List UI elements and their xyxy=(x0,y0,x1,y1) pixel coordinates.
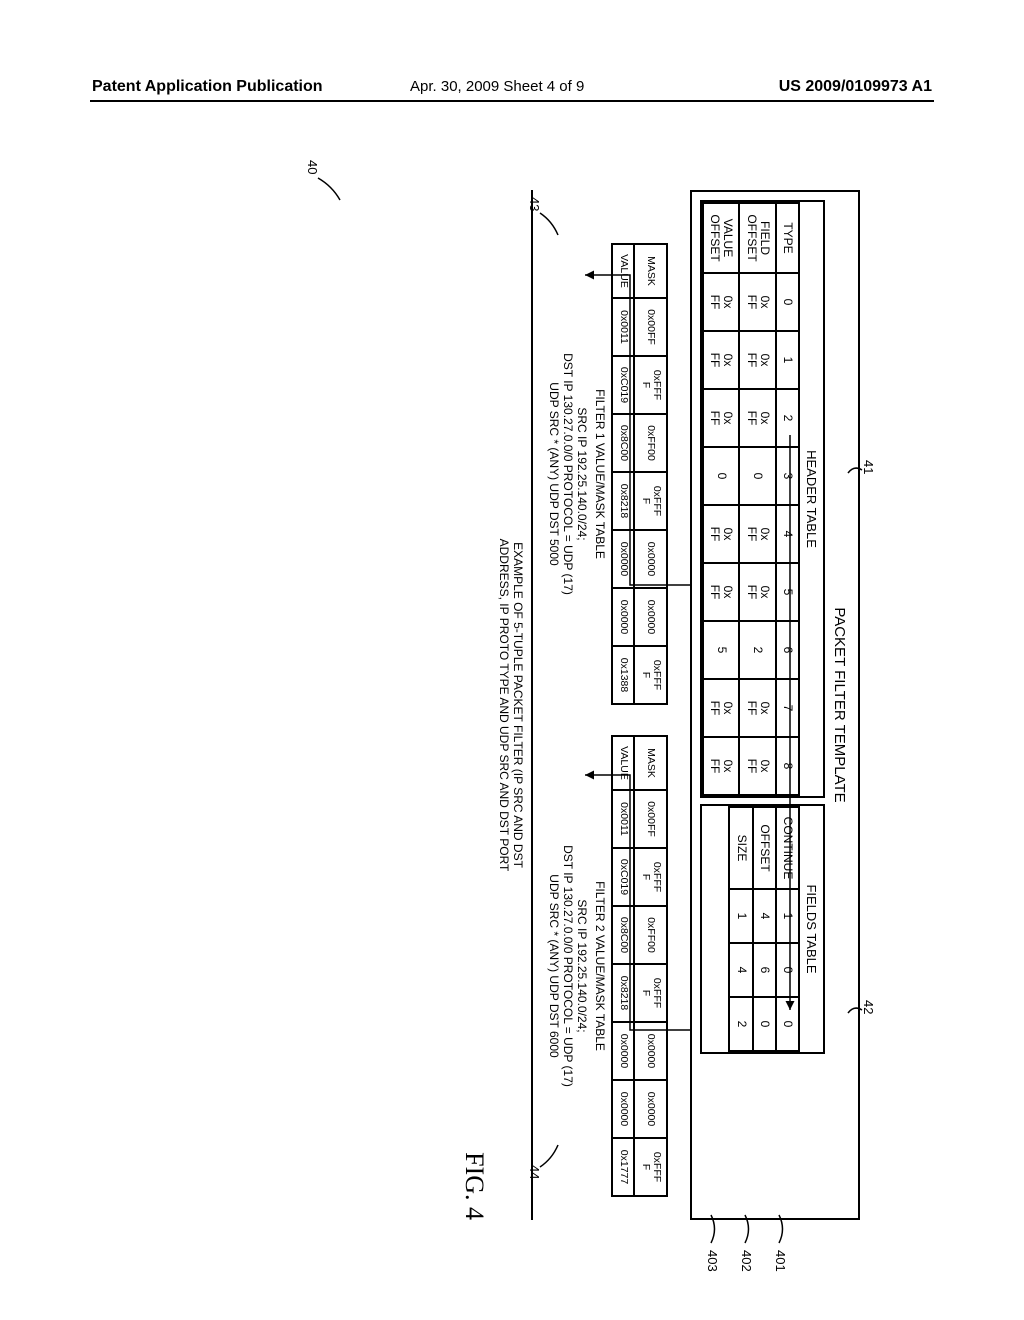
f2v0: 0x0011 xyxy=(612,790,634,848)
fo-1: 0x FF xyxy=(739,331,775,389)
f2-value-label: VALUE xyxy=(612,736,634,790)
f2m3: 0xFFF F xyxy=(634,964,667,1022)
vo-1: 0x FF xyxy=(703,331,739,389)
fo-0: 0x FF xyxy=(739,273,775,331)
ref-42: 42 xyxy=(861,1000,876,1014)
example-caption: EXAMPLE OF 5-TUPLE PACKET FILTER (IP SRC… xyxy=(497,190,533,1220)
f2m0: 0x00FF xyxy=(634,790,667,848)
f1v4: 0x0000 xyxy=(612,530,634,588)
filter1-value-row: VALUE 0x0011 0xC019 0x8C00 0x8218 0x0000… xyxy=(612,244,634,704)
filter1-table: MASK 0x00FF 0xFFF F 0xFF00 0xFFF F 0x000… xyxy=(611,243,668,705)
leader-43 xyxy=(538,213,558,241)
f2m5: 0x0000 xyxy=(634,1080,667,1138)
filter1-desc: SRC IP 192.25.140.0/24; DST IP 130.27.0.… xyxy=(547,243,589,705)
f1m1: 0xFFF F xyxy=(634,356,667,414)
f1m6: 0xFFF F xyxy=(634,646,667,704)
ref-44: 44 xyxy=(527,1165,542,1179)
f2v6: 0x1777 xyxy=(612,1138,634,1196)
col-0: 0 xyxy=(776,273,799,331)
f2m1: 0xFFF F xyxy=(634,848,667,906)
f1m5: 0x0000 xyxy=(634,588,667,646)
f1m3: 0xFFF F xyxy=(634,472,667,530)
filter1-box: MASK 0x00FF 0xFFF F 0xFF00 0xFFF F 0x000… xyxy=(547,243,668,705)
f1v2: 0x8C00 xyxy=(612,414,634,472)
ref-402: 402 xyxy=(739,1250,754,1272)
f2v1: 0xC019 xyxy=(612,848,634,906)
f2m4: 0x0000 xyxy=(634,1022,667,1080)
header-table-title: HEADER TABLE xyxy=(800,202,823,796)
ref-403: 403 xyxy=(705,1250,720,1272)
row-label-value-offset: VALUE OFFSET xyxy=(703,203,739,273)
f1v1: 0xC019 xyxy=(612,356,634,414)
filter2-box: MASK 0x00FF 0xFFF F 0xFF00 0xFFF F 0x000… xyxy=(547,735,668,1197)
f1m0: 0x00FF xyxy=(634,298,667,356)
ref-40: 40 xyxy=(305,160,320,174)
packet-filter-template-title: PACKET FILTER TEMPLATE xyxy=(831,200,848,1210)
figure-content: 41 42 PACKET FILTER TEMPLATE HEADER TABL… xyxy=(160,190,860,1250)
f1v3: 0x8218 xyxy=(612,472,634,530)
filter2-caption: FILTER 2 VALUE/MASK TABLE xyxy=(593,735,607,1197)
ref-41: 41 xyxy=(861,460,876,474)
f2v2: 0x8C00 xyxy=(612,906,634,964)
f1v5: 0x0000 xyxy=(612,588,634,646)
f1v0: 0x0011 xyxy=(612,298,634,356)
filter2-mask-row: MASK 0x00FF 0xFFF F 0xFF00 0xFFF F 0x000… xyxy=(634,736,667,1196)
f2m2: 0xFF00 xyxy=(634,906,667,964)
f2v4: 0x0000 xyxy=(612,1022,634,1080)
col-1: 1 xyxy=(776,331,799,389)
filter2-table: MASK 0x00FF 0xFFF F 0xFF00 0xFFF F 0x000… xyxy=(611,735,668,1197)
leader-401 xyxy=(772,1215,786,1249)
leader-403 xyxy=(704,1215,718,1249)
row-label-type: TYPE xyxy=(776,203,799,273)
f2v3: 0x8218 xyxy=(612,964,634,1022)
f2m6: 0xFFF F xyxy=(634,1138,667,1196)
ref-401: 401 xyxy=(773,1250,788,1272)
vo-0: 0x FF xyxy=(703,273,739,331)
row-label-field-offset: FIELD OFFSET xyxy=(739,203,775,273)
fields-table-title: FIELDS TABLE xyxy=(800,806,823,1052)
leader-402 xyxy=(738,1215,752,1249)
f1m4: 0x0000 xyxy=(634,530,667,588)
f2v5: 0x0000 xyxy=(612,1080,634,1138)
f1m2: 0xFF00 xyxy=(634,414,667,472)
header-mid: Apr. 30, 2009 Sheet 4 of 9 xyxy=(410,78,584,95)
f1v6: 0x1388 xyxy=(612,646,634,704)
f2-mask-label: MASK xyxy=(634,736,667,790)
f1-value-label: VALUE xyxy=(612,244,634,298)
header-rule xyxy=(90,100,934,102)
header-right: US 2009/0109973 A1 xyxy=(779,78,932,96)
filter1-mask-row: MASK 0x00FF 0xFFF F 0xFF00 0xFFF F 0x000… xyxy=(634,244,667,704)
filter2-desc: SRC IP 192.25.140.0/24; DST IP 130.27.0.… xyxy=(547,735,589,1197)
page: Patent Application Publication Apr. 30, … xyxy=(0,0,1024,1320)
leader-40 xyxy=(314,178,340,206)
filter2-value-row: VALUE 0x0011 0xC019 0x8C00 0x8218 0x0000… xyxy=(612,736,634,1196)
header-left: Patent Application Publication xyxy=(92,78,323,96)
f1-mask-label: MASK xyxy=(634,244,667,298)
ref-43: 43 xyxy=(527,197,542,211)
figure-label: FIG. 4 xyxy=(459,190,489,1250)
filter1-caption: FILTER 1 VALUE/MASK TABLE xyxy=(593,243,607,705)
